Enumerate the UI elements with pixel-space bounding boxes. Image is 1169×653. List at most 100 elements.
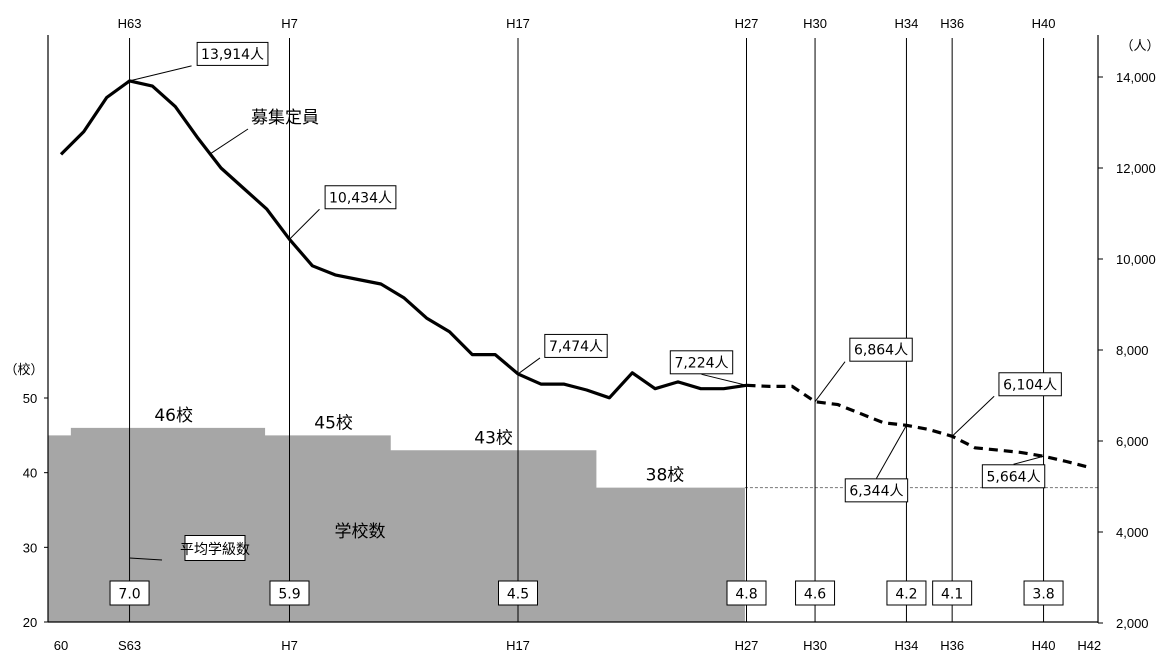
value-annotation-leader: [1013, 455, 1044, 465]
bottom-tick-label: H42: [1077, 638, 1101, 653]
value-annotation-leader: [129, 65, 192, 82]
top-year-label: H27: [735, 16, 759, 31]
value-annotation-box: [196, 41, 269, 66]
left-tick-label: 20: [23, 615, 37, 630]
left-tick-label: 30: [23, 540, 37, 555]
school-count-label: 43校: [474, 428, 513, 448]
avg-class-value-box: [795, 580, 836, 606]
value-annotation: 13,914人: [196, 41, 269, 66]
avg-class-value: 4.5: [498, 580, 538, 606]
school-count-area: [48, 427, 1098, 622]
avg-class-value-text: 5.9: [278, 586, 300, 602]
value-annotation-leader: [876, 425, 907, 479]
value-annotation-text: 10,434人: [329, 190, 392, 206]
series-name-leader: [209, 128, 249, 155]
right-tick-label: 12,000: [1116, 161, 1156, 176]
avg-class-value-text: 4.6: [804, 586, 826, 602]
top-year-label: H36: [940, 16, 964, 31]
school-count-label: 46校: [154, 406, 193, 426]
bottom-tick-label: H17: [506, 638, 530, 653]
value-annotation-text: 13,914人: [201, 47, 264, 63]
right-tick-label: 10,000: [1116, 252, 1156, 267]
school-area-label: 学校数: [335, 522, 386, 542]
top-year-label: H17: [506, 16, 530, 31]
value-annotation-text: 6,344人: [849, 483, 903, 499]
value-annotation-text: 5,664人: [987, 469, 1041, 485]
avg-class-value: 4.8: [726, 580, 767, 606]
avg-class-value-text: 4.2: [895, 586, 917, 602]
avg-class-title-text: 平均学級数: [180, 542, 250, 558]
bottom-tick-label: 60: [54, 638, 68, 653]
avg-class-value: 4.2: [886, 580, 927, 606]
avg-class-leader: [129, 557, 163, 561]
bottom-tick-label: H27: [735, 638, 759, 653]
value-annotation-leader: [289, 208, 320, 240]
avg-class-value: 7.0: [109, 580, 150, 606]
top-year-label: H7: [281, 16, 298, 31]
axes: 2,000 4,000 6,000 8,000 10,000 12,000 14,000 （人…: [4, 16, 1159, 653]
left-tick-label: 40: [23, 466, 37, 481]
chart-labels: 募集定員 13,914人 10,434人 7,474人 7,224人 6,864人 6,34…: [109, 41, 1064, 606]
value-annotation: 6,864人: [849, 337, 913, 362]
avg-class-value-text: 3.8: [1032, 586, 1054, 602]
bottom-tick-label: H40: [1032, 638, 1056, 653]
value-annotation-box: [324, 185, 397, 210]
value-annotation-text: 6,864人: [854, 343, 908, 359]
avg-class-value-text: 4.5: [507, 586, 529, 602]
avg-class-value-box: [109, 580, 150, 606]
avg-class-title: 平均学級数: [180, 535, 250, 561]
value-annotation: 10,434人: [324, 185, 397, 210]
right-tick-label: 14,000: [1116, 70, 1156, 85]
value-annotation-text: 6,104人: [1003, 377, 1057, 393]
value-annotation-box: [544, 333, 608, 358]
right-axis-unit: （人）: [1120, 38, 1159, 53]
value-annotation-box: [981, 464, 1046, 489]
value-annotation: 6,104人: [998, 372, 1062, 397]
top-year-label: H63: [118, 16, 142, 31]
capacity-actual-line: [59, 79, 747, 400]
avg-class-title-box: [184, 535, 246, 561]
value-annotation: 7,474人: [544, 333, 608, 358]
bottom-tick-label: S63: [118, 638, 141, 653]
avg-class-value-text: 4.1: [941, 586, 963, 602]
capacity-series: [59, 79, 1090, 469]
value-annotation: 5,664人: [981, 464, 1046, 489]
avg-class-value-text: 4.8: [735, 586, 757, 602]
avg-class-value-box: [886, 580, 927, 606]
school-count-label: 38校: [646, 466, 685, 486]
top-year-label: H30: [803, 16, 827, 31]
avg-class-value-box: [1023, 580, 1064, 606]
bottom-tick-label: H30: [803, 638, 827, 653]
right-tick-label: 6,000: [1116, 434, 1149, 449]
right-tick-label: 2,000: [1116, 616, 1149, 631]
left-tick-label: 50: [23, 391, 37, 406]
avg-class-value-box: [932, 580, 973, 606]
avg-class-value-box: [269, 580, 310, 606]
avg-class-value: 3.8: [1023, 580, 1064, 606]
right-tick-label: 8,000: [1116, 343, 1149, 358]
value-annotation-leader: [951, 395, 995, 437]
value-annotation: 6,344人: [844, 478, 909, 503]
top-year-label: H40: [1032, 16, 1056, 31]
value-annotation-leader: [701, 373, 747, 386]
value-annotation-leader: [814, 361, 846, 402]
year-guide-lines: [129, 38, 1045, 622]
left-axis-unit: （校）: [4, 362, 43, 377]
avg-class-value-box: [726, 580, 767, 606]
bottom-tick-label: H7: [281, 638, 298, 653]
avg-class-value-text: 7.0: [118, 586, 140, 602]
avg-class-value: 4.6: [795, 580, 836, 606]
bottom-tick-label: H36: [940, 638, 964, 653]
avg-class-value-box: [498, 580, 538, 606]
top-year-label: H34: [895, 16, 919, 31]
value-annotation-text: 7,474人: [549, 339, 603, 355]
value-annotation-leader: [517, 357, 541, 375]
value-annotation-box: [849, 337, 913, 362]
bottom-tick-label: H34: [895, 638, 919, 653]
value-annotation-text: 7,224人: [674, 355, 728, 371]
value-annotation-box: [998, 372, 1062, 397]
avg-class-value: 4.1: [932, 580, 973, 606]
value-annotation-box: [669, 350, 734, 375]
